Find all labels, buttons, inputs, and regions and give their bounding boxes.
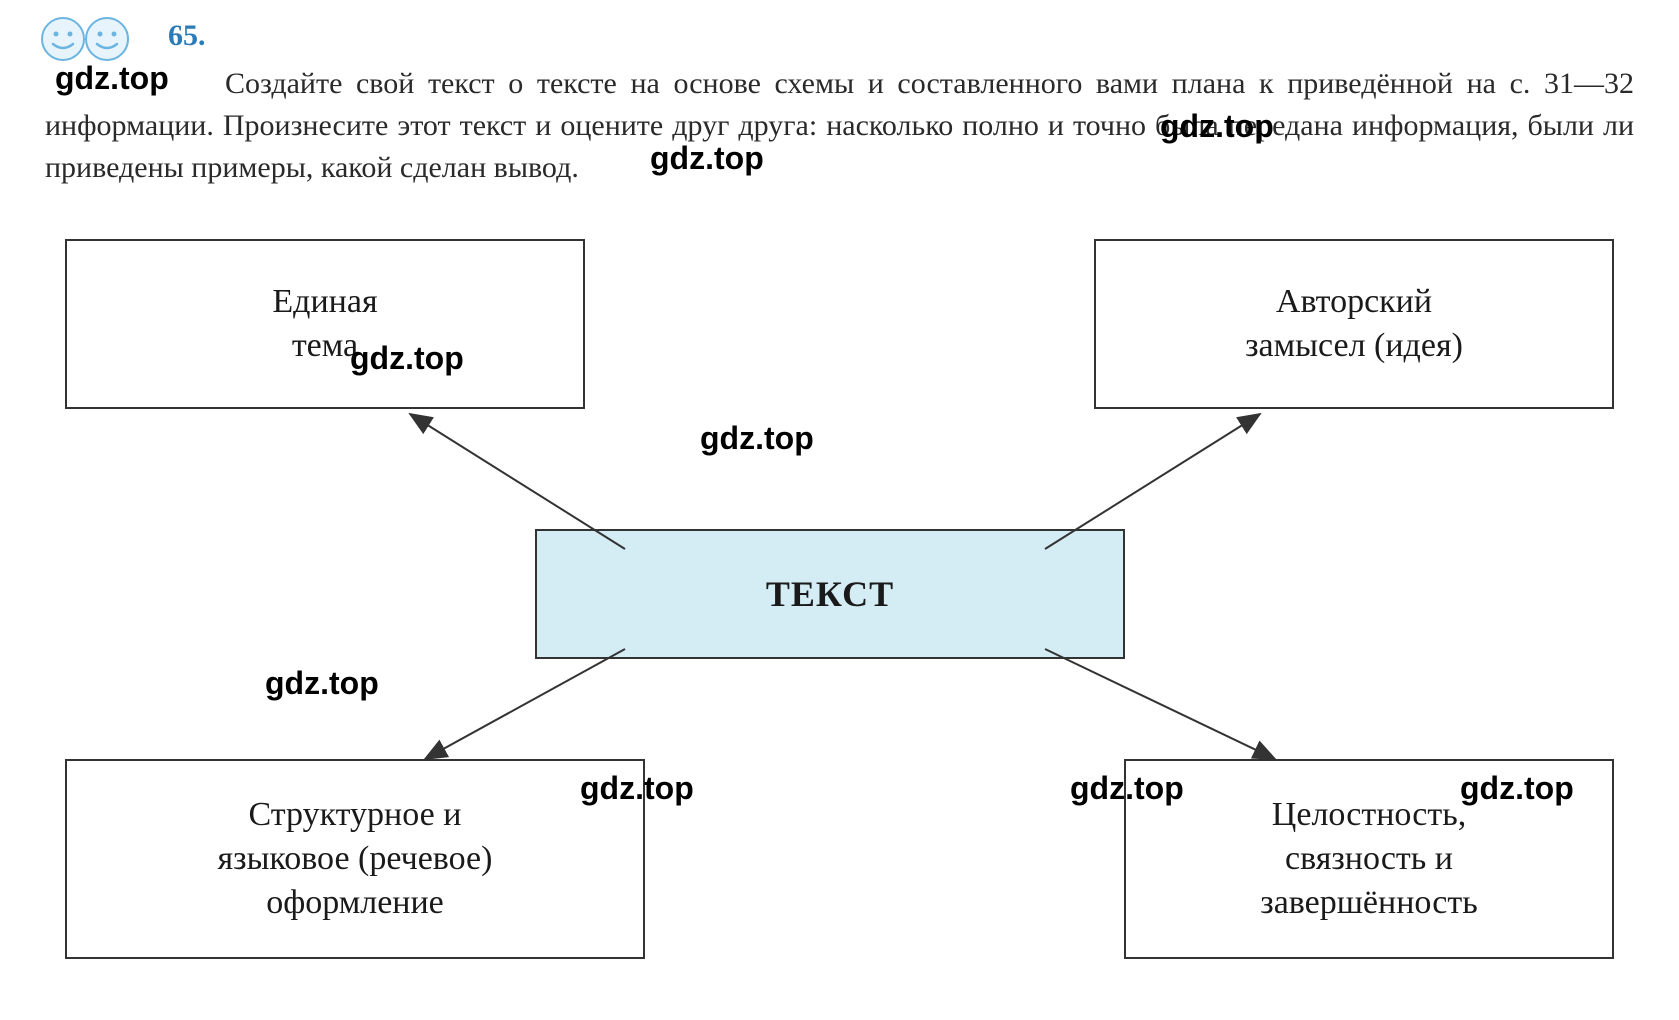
node-label: Авторский замысел (идея) (1245, 280, 1463, 368)
node-label: Единая тема (272, 280, 377, 368)
text-diagram: Единая тема Авторский замысел (идея) ТЕК… (45, 219, 1634, 959)
diagram-node-top-right: Авторский замысел (идея) (1094, 239, 1614, 409)
exercise-number: 65. (168, 15, 206, 57)
smiley-icons (45, 15, 131, 63)
smiley-icon (83, 15, 131, 63)
center-label: ТЕКСТ (766, 571, 894, 618)
diagram-node-bottom-left: Структурное и языковое (речевое) оформле… (65, 759, 645, 959)
instruction-text: Создайте свой текст о тексте на основе с… (45, 67, 1634, 184)
node-label: Структурное и языковое (речевое) оформле… (218, 793, 493, 926)
diagram-node-top-left: Единая тема (65, 239, 585, 409)
node-label: Целостность, связность и завершённость (1260, 793, 1477, 926)
instruction-paragraph: 65. Создайте свой текст о тексте на осно… (45, 63, 1634, 189)
smiley-icon (39, 15, 87, 63)
diagram-center-node: ТЕКСТ (535, 529, 1125, 659)
exercise-header (45, 20, 1634, 63)
diagram-node-bottom-right: Целостность, связность и завершённость (1124, 759, 1614, 959)
